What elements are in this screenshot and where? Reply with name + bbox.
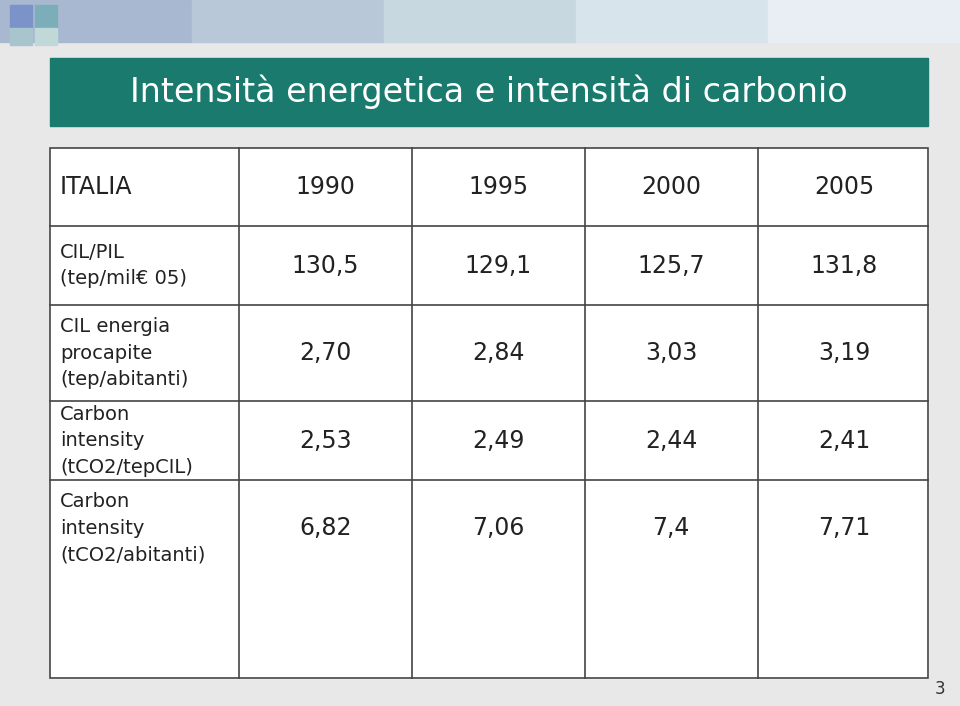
Text: 2,41: 2,41: [818, 429, 871, 453]
Bar: [384, 0, 576, 42]
Text: 6,82: 6,82: [299, 516, 351, 540]
Text: 7,4: 7,4: [653, 516, 690, 540]
Bar: [192, 0, 384, 42]
Text: 3: 3: [934, 680, 945, 698]
Bar: [35, 5, 57, 27]
Text: 2,49: 2,49: [472, 429, 524, 453]
Text: Carbon
intensity
(tCO2/tepCIL): Carbon intensity (tCO2/tepCIL): [60, 405, 193, 477]
Bar: [50, 58, 928, 126]
Bar: [35, 28, 57, 45]
Text: 129,1: 129,1: [465, 253, 532, 277]
Text: 3,19: 3,19: [818, 341, 871, 365]
Text: 2,44: 2,44: [645, 429, 697, 453]
Text: 2005: 2005: [814, 175, 875, 199]
Text: 1990: 1990: [296, 175, 355, 199]
Text: 3,03: 3,03: [645, 341, 697, 365]
Text: Intensità energetica e intensità di carbonio: Intensità energetica e intensità di carb…: [131, 75, 848, 109]
Text: 2,70: 2,70: [300, 341, 351, 365]
Text: CIL/PIL
(tep/mil€ 05): CIL/PIL (tep/mil€ 05): [60, 243, 187, 289]
Text: ITALIA: ITALIA: [60, 175, 132, 199]
Text: 1995: 1995: [468, 175, 528, 199]
Text: 130,5: 130,5: [292, 253, 359, 277]
Text: 131,8: 131,8: [810, 253, 877, 277]
Text: CIL energia
procapite
(tep/abitanti): CIL energia procapite (tep/abitanti): [60, 317, 188, 389]
Bar: [0, 0, 192, 42]
Bar: [50, 148, 928, 678]
Bar: [10, 5, 32, 27]
Text: 2000: 2000: [641, 175, 701, 199]
Text: 7,71: 7,71: [818, 516, 871, 540]
Text: 125,7: 125,7: [637, 253, 705, 277]
Bar: [50, 148, 928, 678]
Bar: [768, 0, 960, 42]
Text: 2,84: 2,84: [472, 341, 524, 365]
Text: 2,53: 2,53: [299, 429, 351, 453]
Bar: [576, 0, 768, 42]
Text: 7,06: 7,06: [472, 516, 524, 540]
Bar: [10, 28, 32, 45]
Text: Carbon
intensity
(tCO2/abitanti): Carbon intensity (tCO2/abitanti): [60, 492, 205, 564]
